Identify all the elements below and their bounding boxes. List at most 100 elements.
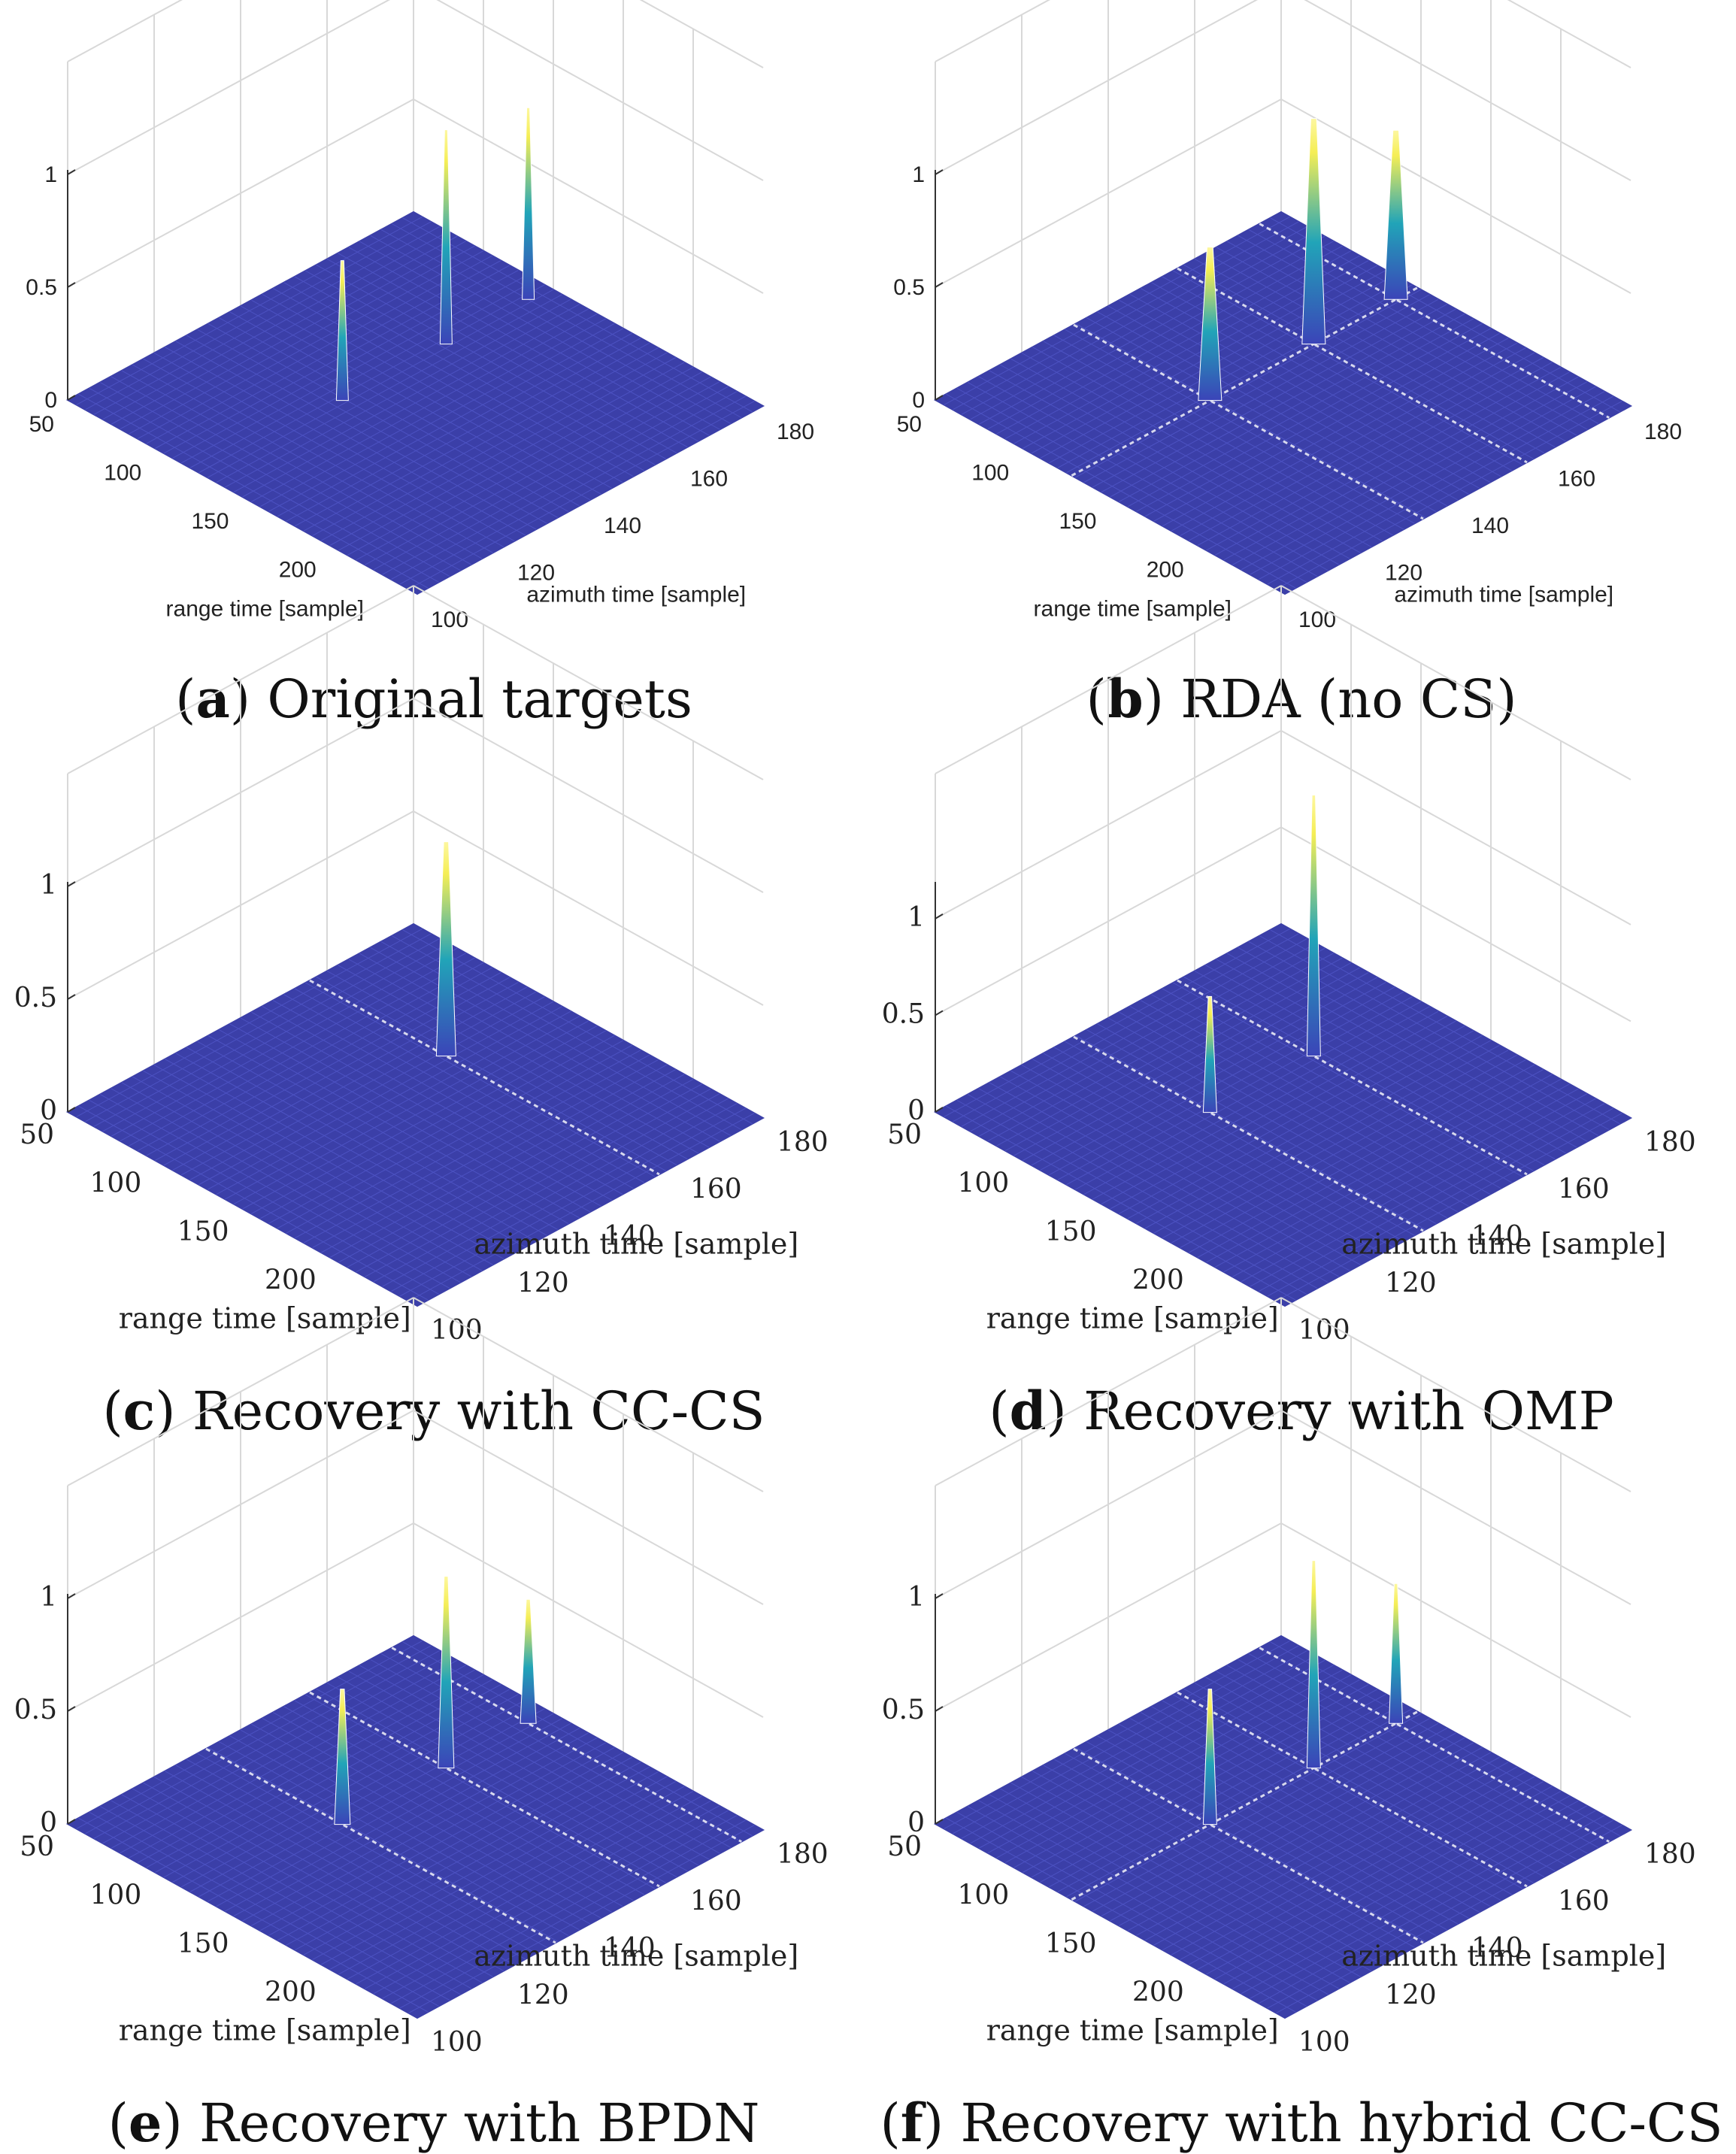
z-tick-mark [67,395,76,401]
z-ticks: 00.51 [893,162,944,413]
z-tick-label: 0 [44,388,57,413]
grid-line [67,810,414,1000]
x-axis-label: range time [sample] [986,2014,1279,2047]
y-tick-label: 180 [1644,1127,1696,1158]
caption-d: (d) Recovery with OMP [989,1380,1614,1442]
z-tick-mark [935,282,944,288]
y-tick-label: 180 [777,1127,829,1158]
caption-title: Recovery with hybrid CC-CS [960,2092,1723,2154]
grid-line [67,698,414,887]
z-tick-mark [935,169,944,175]
y-tick-label: 120 [517,1980,569,2011]
peak-2 [439,129,453,345]
z-tick-label: 1 [40,870,57,901]
x-tick-label: 150 [1045,1216,1097,1247]
z-tick-label: 0 [40,1095,57,1126]
grid-line [413,698,764,893]
z-tick-mark [935,1593,944,1599]
z-tick-mark [67,1706,76,1712]
peaks [1198,118,1408,401]
x-axis-label: range time [sample] [119,2014,411,2047]
grid-line [1280,826,1631,1022]
z-ticks: 00.51 [882,1582,944,1838]
y-axis-label: azimuth time [sample] [474,1940,798,1973]
y-tick-label: 140 [604,514,641,538]
caption-letter: f [900,2092,923,2154]
z-tick-mark [67,1107,76,1113]
caption-letter: a [195,668,230,730]
y-ticks: 100 120 140 160 180 [431,1127,829,1346]
x-tick-label: 50 [897,412,922,437]
x-tick-label: 50 [887,1119,922,1150]
x-tick-label: 100 [971,461,1009,486]
panel-c: 0 0.5 1 50 100 150 200 100 120 140 160 180 range tim… [0,585,868,1442]
caption-title: Recovery with OMP [1083,1380,1614,1442]
peak-2 [438,1576,455,1769]
sidelobe-line [1073,323,1424,520]
z-tick-label: 0 [907,1095,925,1126]
grid-line [67,98,414,288]
y-tick-label: 140 [1471,1933,1523,1964]
grid-line [935,98,1282,288]
caption-title: Original targets [267,668,692,730]
x-tick-label: 150 [1059,509,1096,534]
y-ticks: 100 120 140 160 180 [1298,1839,1696,2058]
grid-line [1280,585,1631,780]
y-tick-label: 100 [431,607,468,632]
grid-line [1304,0,1631,181]
grid-line [1280,1297,1631,1492]
grid-line [413,98,764,294]
grid-line [67,0,390,175]
x-tick-label: 50 [20,1119,54,1150]
x-tick-label: 200 [265,1265,317,1296]
x-ticks: 50 100 150 200 [20,1119,317,1296]
z-tick-label: 1 [907,902,925,933]
peak-1 [435,841,456,1057]
surface-mesh [944,217,1622,589]
panel-d: 0 0.5 1 50 100 150 200 100 120 140 160 180 range tim… [868,585,1735,1442]
z-tick-label: 0.5 [893,275,925,300]
z-tick-mark [935,1706,944,1712]
y-ticks: 100 120 140 160 180 [431,1839,829,2058]
peaks [1202,794,1321,1113]
peaks [1202,1560,1404,1825]
grid-line [67,585,414,774]
x-tick-label: 200 [1132,1265,1184,1296]
y-tick-label: 140 [1471,514,1509,538]
x-tick-label: 150 [1045,1928,1097,1959]
sidelobe-line [309,979,660,1176]
z-tick-label: 0 [912,388,925,413]
x-ticks: 50 100 150 200 [20,1831,317,2008]
y-axis-label: azimuth time [sample] [526,583,746,607]
surface-mesh [76,929,755,1301]
peak-3 [522,107,535,300]
z-tick-mark [935,1819,944,1825]
y-tick-label: 160 [1558,1174,1610,1205]
z-ticks: 00.51 [14,870,76,1126]
z-tick-mark [67,1819,76,1825]
peaks [435,841,456,1057]
x-tick-label: 100 [958,1880,1010,1911]
z-tick-label: 0.5 [882,1695,925,1725]
y-tick-label: 120 [1385,1980,1437,2011]
panel-f: 0 0.5 1 50 100 150 200 100 120 140 160 180 range tim… [868,1297,1735,2154]
x-tick-label: 50 [887,1831,922,1862]
grid-line [639,0,764,68]
z-tick-label: 0 [907,1807,925,1838]
z-tick-mark [935,1107,944,1113]
x-ticks: 50 100 150 200 [29,412,317,583]
caption-letter: d [1009,1380,1047,1442]
x-ticks: 50 100 150 200 [887,1831,1184,2008]
z-tick-label: 0.5 [26,275,57,300]
y-tick-label: 100 [1298,1315,1350,1346]
sidelobe-line [309,1691,660,1888]
x-tick-label: 200 [1132,1977,1184,2008]
x-tick-label: 50 [20,1831,54,1862]
z-tick-label: 1 [44,162,57,187]
y-tick-label: 140 [1471,1221,1523,1252]
y-tick-label: 180 [1644,1839,1696,1870]
